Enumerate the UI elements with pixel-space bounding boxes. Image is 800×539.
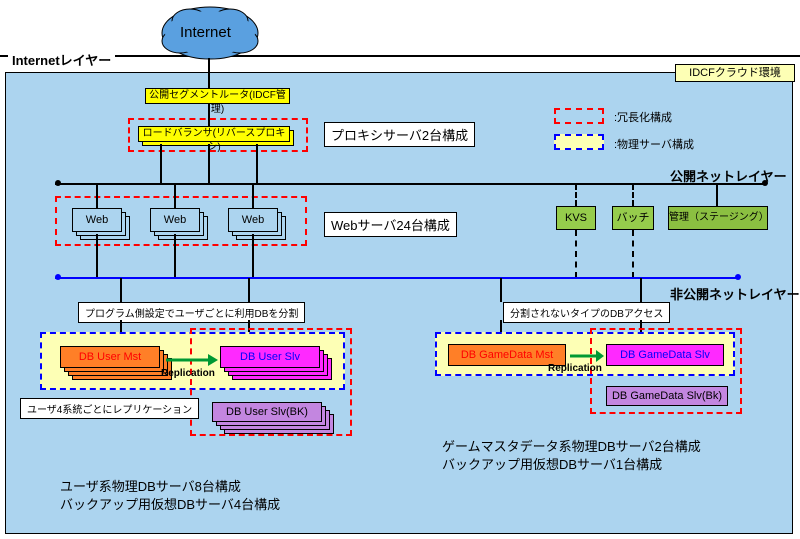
- private-layer-label: 非公開ネットレイヤー: [670, 284, 800, 303]
- d-web2b: [174, 234, 176, 278]
- legend-physical-label: :物理サーバ構成: [614, 136, 694, 152]
- d-batchb: [632, 230, 634, 278]
- d-priv-g1: [500, 278, 502, 302]
- legend-physical-swatch: [554, 134, 604, 150]
- db-user-slv-bk: DB User Slv(BK): [212, 402, 322, 422]
- public-layer-label: 公開ネットレイヤー: [670, 166, 787, 185]
- internet-layer-line: [0, 55, 800, 57]
- web-1: Web: [72, 208, 122, 232]
- replication-label-user: Replication: [161, 368, 215, 379]
- web-3: Web: [228, 208, 278, 232]
- replication-arrow-user: [164, 350, 220, 370]
- mgmt-node: 管理（ステージング）: [668, 206, 768, 230]
- note-user: プログラム側設定でユーザごとに利用DBを分割: [78, 302, 305, 323]
- replication-label-game: Replication: [548, 363, 602, 374]
- diagram-canvas: Internetレイヤー IDCFクラウド環境 Internet 公開セグメント…: [0, 0, 800, 539]
- db-user-mst: DB User Mst: [60, 346, 160, 368]
- line-lb-pub-1: [160, 144, 162, 184]
- d-web1b: [96, 234, 98, 278]
- line-cloud-router: [208, 58, 210, 88]
- proxy-caption: プロキシサーバ2台構成: [324, 122, 475, 147]
- d-kvsb: [575, 230, 577, 278]
- d-web3: [252, 184, 254, 208]
- db-game-slv: DB GameData Slv: [606, 344, 724, 366]
- d-batch: [632, 184, 634, 206]
- d-mgmt: [716, 184, 718, 206]
- kvs-node: KVS: [556, 206, 596, 230]
- idcf-cloud-text: IDCFクラウド環境: [689, 67, 781, 79]
- note-game: 分割されないタイプのDBアクセス: [503, 302, 670, 323]
- lb-node: ロードバランサ(リバースプロキシ): [138, 126, 290, 142]
- d-kvs: [575, 184, 577, 206]
- db-user-slv: DB User Slv: [220, 346, 320, 368]
- db-game-slv-bk: DB GameData Slv(Bk): [606, 386, 728, 406]
- d-web3b: [252, 234, 254, 278]
- internet-layer-label: Internetレイヤー: [8, 50, 115, 69]
- web-2: Web: [150, 208, 200, 232]
- router-node: 公開セグメントルータ(IDCF管理): [145, 88, 290, 104]
- private-net-line: [55, 277, 740, 279]
- d-web2: [174, 184, 176, 208]
- d-priv-u1: [120, 278, 122, 302]
- public-net-line: [55, 183, 767, 185]
- line-lb-pub-2: [208, 144, 210, 184]
- user-rep-note: ユーザ4系統ごとにレプリケーション: [20, 398, 199, 419]
- d-priv-u2: [248, 278, 250, 302]
- internet-cloud-label: Internet: [180, 24, 231, 41]
- batch-node: バッチ: [612, 206, 654, 230]
- user-caption: ユーザ系物理DBサーバ8台構成 バックアップ用仮想DBサーバ4台構成: [60, 478, 280, 514]
- legend-redundant-label: :冗長化構成: [614, 109, 672, 125]
- pub-line-dot-l: [55, 180, 61, 186]
- legend-redundant-swatch: [554, 108, 604, 124]
- d-web1: [96, 184, 98, 208]
- priv-dot-l: [55, 274, 61, 280]
- game-caption: ゲームマスタデータ系物理DBサーバ2台構成 バックアップ用仮想DBサーバ1台構成: [442, 438, 701, 474]
- d-priv-g2: [640, 278, 642, 302]
- idcf-cloud-label: IDCFクラウド環境: [675, 64, 795, 82]
- priv-dot-r: [735, 274, 741, 280]
- web-caption: Webサーバ24台構成: [324, 212, 457, 237]
- line-lb-pub-3: [256, 144, 258, 184]
